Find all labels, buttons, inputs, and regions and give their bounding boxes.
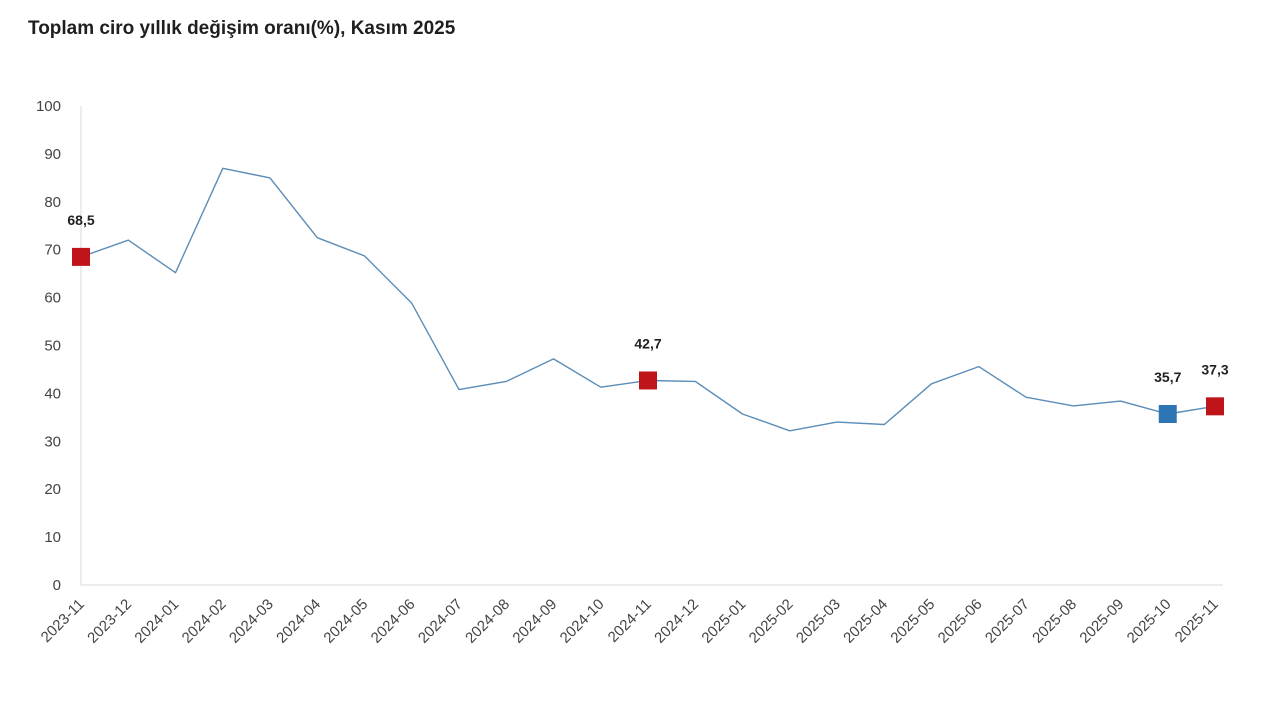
y-axis-ticks: 0 10 20 30 40 50 60 70 80 90 100 (36, 98, 61, 594)
x-tick-label: 2024-01 (131, 596, 182, 647)
x-tick-label: 2023-12 (84, 596, 135, 647)
y-tick-label: 20 (44, 481, 61, 498)
data-label: 37,3 (1201, 361, 1228, 377)
data-label: 68,5 (67, 212, 94, 228)
x-tick-label: 2025-09 (1076, 596, 1127, 647)
x-tick-label: 2025-06 (935, 596, 986, 647)
chart-markers (72, 247, 1224, 423)
y-tick-label: 10 (44, 529, 61, 546)
x-tick-label: 2024-05 (320, 596, 371, 647)
data-point-marker (1206, 397, 1224, 416)
x-tick-label: 2025-05 (887, 596, 938, 647)
x-tick-label: 2024-06 (368, 596, 419, 647)
data-label: 42,7 (634, 335, 661, 351)
x-tick-label: 2024-02 (179, 596, 230, 647)
chart-series (80, 167, 1216, 432)
chart-title: Toplam ciro yıllık değişim oranı(%), Kas… (28, 18, 456, 39)
x-tick-label: 2025-10 (1124, 596, 1175, 647)
y-tick-label: 90 (44, 146, 61, 163)
x-tick-label: 2025-07 (982, 596, 1033, 647)
x-tick-label: 2025-08 (1029, 596, 1080, 647)
x-tick-label: 2024-04 (273, 596, 324, 647)
data-point-marker (72, 247, 90, 266)
y-tick-label: 30 (44, 433, 61, 450)
y-tick-label: 50 (44, 338, 61, 355)
y-tick-label: 40 (44, 385, 61, 402)
y-tick-label: 0 (53, 577, 61, 594)
x-tick-label: 2024-11 (605, 596, 655, 646)
x-tick-label: 2025-04 (840, 596, 891, 647)
x-tick-label: 2024-10 (557, 596, 608, 647)
x-tick-label: 2025-11 (1172, 596, 1222, 646)
chart-axes (80, 106, 1223, 586)
x-tick-label: 2024-07 (415, 596, 466, 647)
data-point-marker (1158, 404, 1177, 423)
chart-data-labels: 68,5 42,7 35,7 37,3 (67, 212, 1228, 385)
x-tick-label: 2025-02 (746, 596, 797, 647)
y-tick-label: 70 (44, 242, 61, 259)
data-label: 35,7 (1154, 369, 1181, 385)
x-tick-label: 2023-11 (38, 596, 88, 646)
series-line (80, 167, 1216, 432)
x-axis-ticks: 2023-112023-122024-012024-022024-032024-… (38, 596, 1222, 647)
y-tick-label: 80 (44, 194, 61, 211)
y-tick-label: 60 (44, 290, 61, 307)
y-tick-label: 100 (36, 98, 61, 115)
x-tick-label: 2024-09 (509, 596, 560, 647)
x-tick-label: 2024-08 (462, 596, 513, 647)
x-tick-label: 2025-03 (793, 596, 844, 647)
data-point-marker (639, 371, 657, 390)
x-tick-label: 2025-01 (698, 596, 749, 647)
x-tick-label: 2024-03 (226, 596, 277, 647)
x-tick-label: 2024-12 (651, 596, 702, 647)
